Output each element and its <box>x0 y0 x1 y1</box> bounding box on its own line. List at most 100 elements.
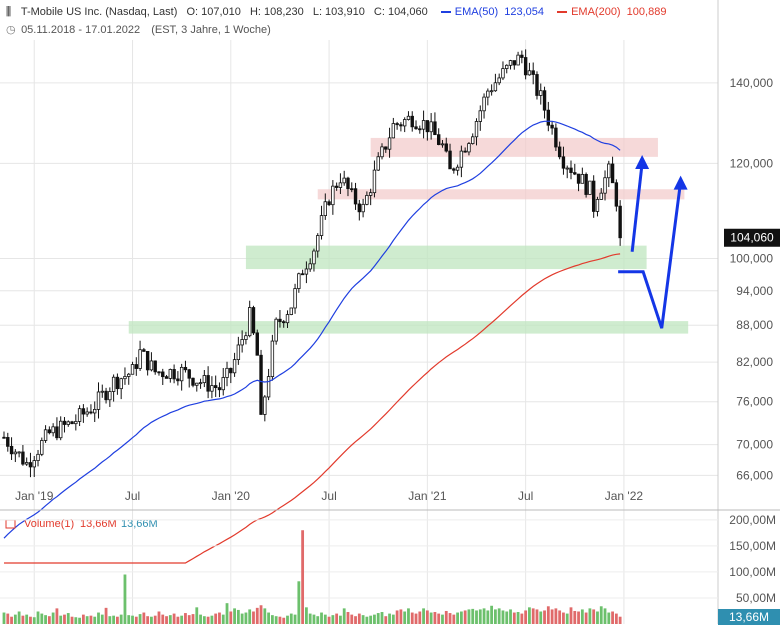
candle-body <box>323 201 327 216</box>
volume-bar <box>543 610 546 624</box>
volume-bar <box>78 617 81 624</box>
candle-body <box>440 143 445 146</box>
volume-bar <box>414 613 418 624</box>
volume-bar <box>607 612 611 624</box>
candle-body <box>531 70 535 75</box>
candle-body <box>24 462 29 465</box>
volume-bar <box>524 610 528 624</box>
candle-body <box>300 273 305 276</box>
volume-bar <box>369 615 373 624</box>
volume-bar <box>342 608 346 624</box>
volume-bar <box>248 609 252 624</box>
volume-bar <box>195 607 199 624</box>
candle-body <box>368 192 373 196</box>
candle-body <box>459 150 464 168</box>
volume-bar <box>478 609 482 624</box>
close-value: C: 104,060 <box>373 6 428 18</box>
candle-body <box>508 60 513 66</box>
candle-body <box>557 146 562 158</box>
candle-body <box>70 421 74 425</box>
volume-bar <box>380 612 384 624</box>
volume-bar <box>2 612 6 624</box>
volume-bar <box>316 616 320 624</box>
candle-body <box>444 143 448 152</box>
price-tick-label: 100,000 <box>730 252 774 266</box>
volume-last-label: 13,66M <box>729 610 769 624</box>
volume-bar <box>425 610 429 624</box>
volume-bar <box>448 613 452 624</box>
volume-bar <box>47 616 51 624</box>
candle-body <box>206 375 210 392</box>
candle-body <box>539 90 543 96</box>
candle-body <box>334 185 339 188</box>
volume-bar <box>592 609 596 624</box>
candle-body <box>402 119 407 127</box>
candle-body <box>618 205 622 239</box>
volume-bar <box>395 610 399 624</box>
volume-bar <box>490 605 494 624</box>
candle-body <box>202 375 207 384</box>
candle-body <box>516 54 520 66</box>
volume-bar <box>327 616 331 624</box>
volume-bar <box>123 574 127 624</box>
candle-body <box>77 408 82 422</box>
candle-body <box>523 57 528 76</box>
volume-bar <box>176 616 180 624</box>
volume-bar <box>516 612 520 624</box>
volume-bar <box>221 614 225 624</box>
candle-body <box>471 136 475 144</box>
volume-bar <box>252 611 255 624</box>
volume-bar <box>81 614 85 624</box>
candle-body <box>115 376 120 390</box>
zones <box>128 137 689 334</box>
candle-body <box>119 378 123 390</box>
volume-bar <box>263 608 267 624</box>
candle-body <box>610 163 615 184</box>
volume-bar <box>184 613 187 624</box>
chart-type-icon[interactable]: ⫼ <box>6 6 12 18</box>
volume-bar <box>350 614 354 624</box>
volume-bar <box>104 607 108 624</box>
candle-body <box>486 90 490 98</box>
volume-bar <box>588 608 592 624</box>
volume-bar <box>528 607 531 624</box>
volume-bar <box>225 603 229 624</box>
candle-body <box>365 195 369 205</box>
candle-body <box>293 288 297 309</box>
volume-bar <box>459 611 463 624</box>
time-tick-label: Jan '20 <box>212 489 251 503</box>
candle-body <box>425 120 430 133</box>
candle-body <box>282 321 286 324</box>
volume-tick-label: 200,00M <box>729 513 776 527</box>
volume-bar <box>229 611 233 624</box>
volume-bar <box>505 611 509 624</box>
candle-body <box>338 182 343 188</box>
volume-bar <box>127 615 131 624</box>
volume-bar <box>286 615 289 624</box>
volume-bar <box>456 612 459 624</box>
price-tick-label: 88,000 <box>736 318 773 332</box>
candle-body <box>127 373 131 377</box>
volume-bar <box>611 611 614 624</box>
candle-body <box>251 307 256 334</box>
candle-body <box>554 127 558 148</box>
candle-body <box>489 90 494 93</box>
volume-bar <box>66 613 70 624</box>
volume-bar <box>323 614 327 624</box>
volume-bar <box>331 615 335 624</box>
ema-lines <box>3 120 621 564</box>
candle-body <box>28 462 33 468</box>
candle-body <box>312 250 316 265</box>
volume-bar <box>44 615 47 624</box>
volume-bar <box>422 608 425 624</box>
candle-body <box>100 390 104 393</box>
price-labels: 104,060 <box>724 228 780 247</box>
instrument-name: T-Mobile US Inc. (Nasdaq, Last) <box>20 6 178 18</box>
volume-bar <box>512 612 516 624</box>
volume-bar <box>29 616 32 624</box>
volume-bar <box>584 612 588 624</box>
time-tick-label: Jul <box>518 489 533 503</box>
candle-body <box>353 188 358 205</box>
